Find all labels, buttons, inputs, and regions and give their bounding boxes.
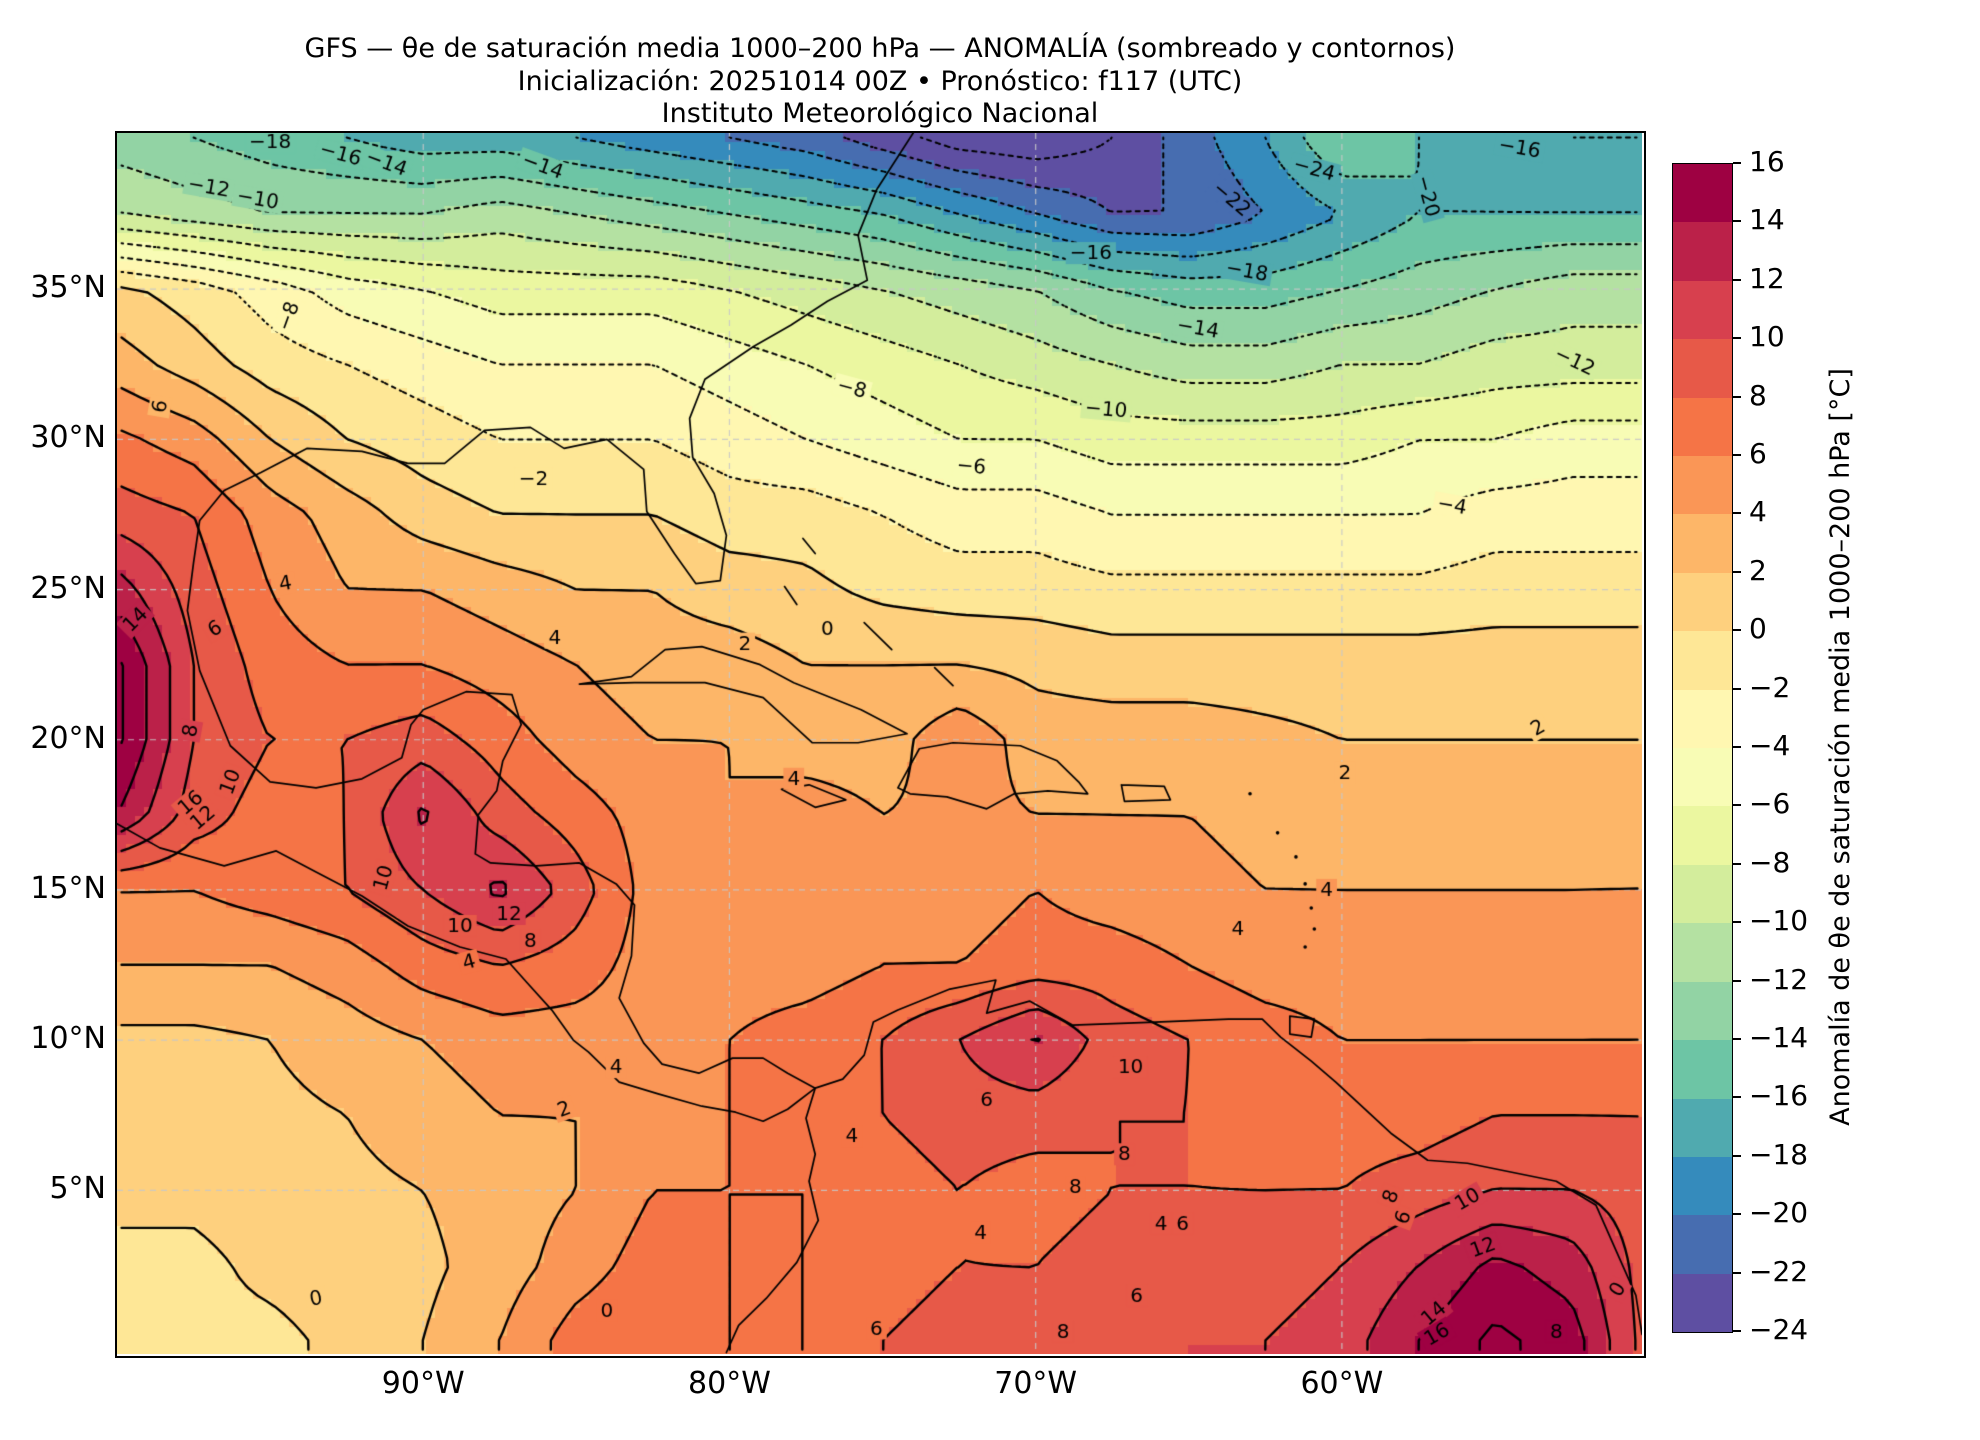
colorbar-tick-mark [1733, 512, 1741, 515]
colorbar-segment [1673, 456, 1732, 515]
colorbar-tick-mark [1733, 629, 1741, 632]
contour-map-canvas [117, 133, 1642, 1354]
colorbar-tick-mark [1733, 278, 1741, 281]
colorbar-tick-label: 8 [1749, 378, 1767, 412]
colorbar-tick-mark [1733, 337, 1741, 340]
colorbar-segment [1673, 1215, 1732, 1274]
colorbar-tick-mark [1733, 1096, 1741, 1099]
y-tick-label: 15°N [30, 870, 106, 906]
colorbar-tick-mark [1733, 1330, 1741, 1332]
colorbar [1672, 163, 1733, 1333]
colorbar-segment [1673, 806, 1732, 865]
colorbar-tick-label: −14 [1749, 1021, 1809, 1054]
colorbar-tick-label: 0 [1749, 612, 1767, 646]
colorbar-segment [1673, 280, 1732, 340]
colorbar-tick-label: −2 [1749, 670, 1791, 704]
colorbar-tick-mark [1733, 570, 1741, 573]
colorbar-tick-label: 16 [1749, 145, 1785, 178]
colorbar-tick-mark [1733, 220, 1741, 223]
colorbar-axis-label: Anomalía de θe de saturación media 1000–… [1825, 368, 1856, 1126]
colorbar-tick-mark [1733, 746, 1741, 748]
colorbar-tick-mark [1733, 1154, 1741, 1157]
plot-border [115, 131, 1646, 1358]
y-tick-label: 5°N [49, 1171, 106, 1207]
colorbar-segment [1673, 864, 1732, 924]
colorbar-tick-label: −10 [1749, 904, 1809, 938]
y-tick-label: 10°N [30, 1021, 106, 1057]
colorbar-segment [1673, 164, 1732, 223]
colorbar-segment [1673, 339, 1732, 398]
colorbar-tick-label: 12 [1749, 261, 1785, 295]
colorbar-tick-label: 4 [1749, 495, 1767, 529]
colorbar-segment [1673, 689, 1732, 749]
chart-subtitle-init-forecast: Inicialización: 20251014 00Z • Pronóstic… [517, 66, 1243, 97]
colorbar-segment [1673, 514, 1732, 573]
colorbar-segment [1673, 1040, 1732, 1099]
colorbar-tick-mark [1733, 921, 1741, 924]
colorbar-tick-label: −6 [1749, 787, 1791, 821]
colorbar-tick-mark [1733, 862, 1741, 865]
colorbar-tick-label: 2 [1749, 553, 1767, 587]
colorbar-tick-label: 6 [1749, 437, 1767, 470]
colorbar-tick-label: −4 [1749, 729, 1791, 762]
y-tick-label: 35°N [30, 270, 106, 306]
colorbar-tick-mark [1733, 979, 1741, 982]
colorbar-tick-mark [1733, 1213, 1741, 1216]
colorbar-tick-mark [1733, 687, 1741, 690]
colorbar-segment [1673, 631, 1732, 690]
colorbar-tick-mark [1733, 804, 1741, 807]
colorbar-tick-label: −24 [1749, 1313, 1809, 1346]
colorbar-segment [1673, 1098, 1732, 1157]
colorbar-tick-label: −8 [1749, 845, 1791, 879]
colorbar-tick-label: −18 [1749, 1137, 1809, 1171]
colorbar-tick-label: 10 [1749, 320, 1785, 354]
colorbar-tick-label: −16 [1749, 1079, 1809, 1113]
x-tick-label: 90°W [381, 1366, 465, 1401]
colorbar-segment [1673, 1273, 1732, 1333]
colorbar-tick-label: −22 [1749, 1254, 1809, 1288]
colorbar-tick-mark [1733, 395, 1741, 398]
y-tick-label: 20°N [30, 720, 106, 756]
chart-title: GFS — θe de saturación media 1000–200 hP… [304, 33, 1456, 64]
colorbar-segment [1673, 1156, 1732, 1216]
colorbar-tick-mark [1733, 454, 1741, 456]
chart-subtitle-institution: Instituto Meteorológico Nacional [661, 98, 1099, 129]
colorbar-tick-mark [1733, 1038, 1741, 1040]
colorbar-segment [1673, 981, 1732, 1041]
y-tick-label: 30°N [30, 420, 106, 456]
colorbar-segment [1673, 923, 1732, 982]
y-tick-label: 25°N [30, 570, 106, 606]
colorbar-segment [1673, 748, 1732, 807]
x-tick-label: 80°W [688, 1366, 771, 1401]
colorbar-tick-mark [1733, 1271, 1741, 1274]
colorbar-tick-label: −12 [1749, 962, 1809, 996]
x-tick-label: 60°W [1300, 1366, 1384, 1401]
colorbar-tick-mark [1733, 162, 1741, 164]
colorbar-segment [1673, 572, 1732, 632]
x-tick-label: 70°W [994, 1366, 1078, 1401]
colorbar-segment [1673, 397, 1732, 457]
colorbar-tick-label: 14 [1749, 203, 1785, 237]
colorbar-tick-label: −20 [1749, 1196, 1809, 1230]
colorbar-segment [1673, 222, 1732, 281]
